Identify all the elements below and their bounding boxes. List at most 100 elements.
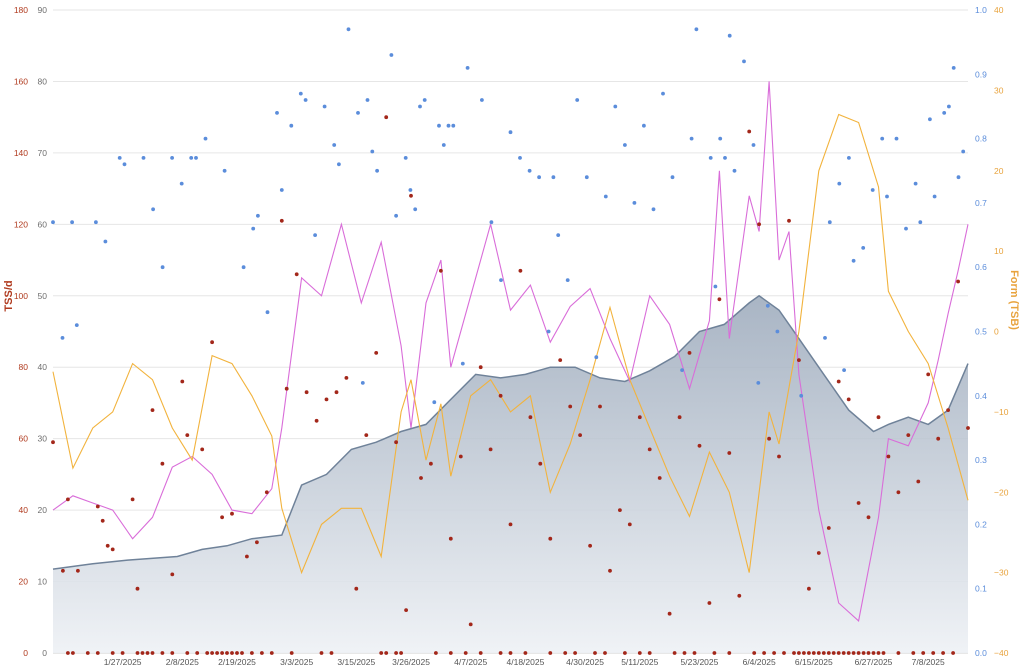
- fitness-series: [52, 294, 969, 653]
- fraction-dot: [313, 233, 317, 238]
- tss-zero-dot: [856, 651, 861, 655]
- tss-zero-dot: [826, 651, 831, 655]
- fraction-dot: [432, 400, 437, 405]
- tss-dot: [135, 586, 140, 591]
- fraction-dot: [799, 393, 804, 398]
- fraction-dot: [332, 143, 337, 147]
- tss-dot: [637, 415, 642, 420]
- tss-zero-dot: [623, 651, 627, 655]
- fraction-dot: [870, 188, 875, 192]
- fraction-dot: [565, 278, 570, 282]
- fraction-dot: [951, 66, 956, 70]
- x-tick-label: 6/27/2025: [855, 657, 893, 667]
- fraction-dot: [508, 130, 513, 135]
- tss-zero-dot: [210, 651, 215, 655]
- tss-zero-dot: [195, 651, 200, 655]
- tss-dot: [518, 268, 523, 273]
- tss-dot: [170, 572, 175, 577]
- tss-dot: [394, 440, 398, 445]
- right-tick-outer: −20: [994, 487, 1009, 497]
- tss-dot: [264, 490, 269, 495]
- fraction-dot: [732, 168, 737, 173]
- tss-zero-dot: [802, 651, 806, 655]
- fraction-dot: [360, 381, 365, 385]
- fraction-dot: [480, 98, 484, 102]
- tss-dot: [354, 586, 359, 591]
- fraction-dot: [942, 111, 947, 115]
- x-tick-label: 3/26/2025: [392, 657, 430, 667]
- tss-zero-dot: [797, 651, 801, 655]
- tss-zero-dot: [841, 651, 846, 655]
- tss-dot: [777, 454, 781, 459]
- right-tick-inner: 0.3: [975, 455, 987, 465]
- fatigue-series: [52, 81, 969, 622]
- left-tick-outer: 20: [19, 577, 29, 587]
- fraction-dot: [122, 162, 127, 167]
- fraction-dot: [303, 98, 308, 102]
- x-tick-label: 7/8/2025: [912, 657, 945, 667]
- fraction-dot: [661, 91, 665, 96]
- fraction-dot: [575, 98, 580, 102]
- x-tick-label: 6/15/2025: [795, 657, 833, 667]
- right-tick-inner: 0.1: [975, 584, 987, 594]
- fitness-line: [52, 294, 969, 570]
- right-tick-inner: 0.2: [975, 519, 987, 529]
- x-tick-label: 5/11/2025: [621, 657, 658, 667]
- tss-dot: [727, 451, 732, 455]
- tss-zero-dot: [682, 651, 687, 655]
- fraction-dot: [932, 194, 937, 199]
- fraction-dot: [775, 329, 780, 334]
- tss-dot: [458, 454, 463, 459]
- tss-zero-dot: [160, 651, 165, 655]
- tss-dot: [304, 390, 309, 395]
- left-tick-inner: 70: [38, 148, 48, 158]
- fraction-dot: [322, 104, 327, 109]
- tss-dot: [404, 608, 408, 612]
- fraction-dot: [275, 111, 279, 115]
- x-tick-label: 2/19/2025: [218, 657, 256, 667]
- tss-zero-dot: [811, 651, 816, 655]
- tss-dot: [364, 433, 369, 437]
- right-tick-outer: −10: [994, 407, 1009, 417]
- fraction-dot: [956, 175, 961, 180]
- tss-zero-dot: [240, 651, 244, 655]
- fraction-dot: [51, 220, 55, 225]
- fraction-dot: [103, 239, 108, 244]
- fraction-dot: [418, 104, 422, 109]
- fraction-dot: [413, 207, 418, 212]
- tss-zero-dot: [782, 651, 786, 655]
- tss-dot: [598, 404, 602, 409]
- fraction-dot: [389, 53, 394, 57]
- tss-zero-dot: [394, 651, 398, 655]
- fraction-dot: [708, 156, 713, 160]
- left-tick-inner: 50: [38, 291, 48, 301]
- fraction-dot: [918, 220, 923, 225]
- fraction-dot: [70, 220, 74, 225]
- x-tick-label: 4/18/2025: [507, 657, 545, 667]
- tss-zero-dot: [110, 651, 115, 655]
- tss-dot: [185, 433, 190, 437]
- x-tick-label: 2/8/2025: [166, 657, 199, 667]
- fraction-dot: [518, 156, 522, 160]
- fraction-dot: [847, 156, 851, 160]
- fraction-dot: [727, 33, 732, 38]
- right-tick-outer: −30: [994, 568, 1009, 578]
- tss-zero-dot: [712, 651, 717, 655]
- tss-zero-dot: [647, 651, 652, 655]
- tss-dot: [488, 447, 493, 452]
- fraction-dot: [961, 149, 966, 154]
- tss-zero-dot: [399, 651, 403, 655]
- fraction-dot: [437, 123, 441, 128]
- tss-zero-dot: [463, 651, 468, 655]
- right-tick-outer: −40: [994, 648, 1009, 658]
- fraction-dot: [499, 278, 503, 282]
- fraction-dot: [632, 201, 637, 205]
- fraction-dot: [356, 111, 360, 115]
- tss-dot: [886, 454, 891, 459]
- tss-zero-dot: [71, 651, 75, 655]
- fraction-dot: [613, 104, 618, 109]
- right-tick-inner: 0.5: [975, 327, 987, 337]
- tss-zero-dot: [95, 651, 100, 655]
- fraction-dot: [194, 156, 198, 160]
- left-tick-inner: 0: [42, 648, 47, 658]
